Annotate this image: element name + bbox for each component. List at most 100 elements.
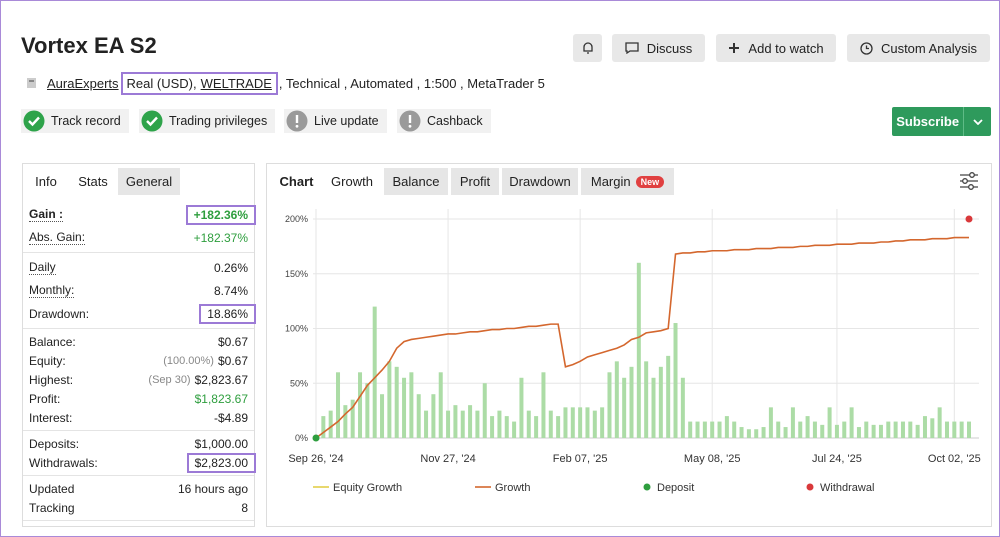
tab-label: Margin — [590, 174, 631, 189]
bell-icon — [582, 42, 593, 54]
tab[interactable]: Stats — [68, 168, 118, 195]
stat-row: Equity: (100.00%) $0.67 — [23, 351, 254, 370]
stat-row: Tracking 8 — [23, 498, 254, 517]
status-badge: Live update — [284, 109, 387, 133]
tab[interactable]: Profit — [451, 168, 499, 195]
stats-list: Gain : +182.36% Abs. Gain: +182.37% Daily 0.2… — [23, 200, 257, 521]
icon-dot — [295, 124, 299, 128]
stat-value-box: $0.67 — [218, 335, 248, 349]
stat-value-box: 8.74% — [214, 284, 248, 298]
stat-row: Drawdown: 18.86% — [23, 302, 256, 325]
analysis-button[interactable]: Custom Analysis — [847, 34, 990, 62]
subscribe-label: Subscribe — [896, 114, 960, 129]
icon-check — [28, 116, 40, 127]
stat-label: Abs. Gain: — [29, 230, 86, 245]
badge-label: Trading privileges — [169, 114, 268, 128]
status-icon — [141, 110, 163, 132]
stat-label: Highest: — [29, 372, 74, 387]
stat-label: Deposits: — [29, 436, 80, 451]
stat-label: Monthly: — [29, 283, 75, 298]
stat-row: Monthly: 8.74% — [23, 279, 254, 302]
badge-label: Cashback — [427, 114, 483, 128]
tab[interactable]: Margin New — [581, 168, 674, 195]
stat-value-box: 8 — [241, 501, 248, 515]
status-badge: Cashback — [397, 109, 491, 133]
stat-value-box: 0.26% — [214, 261, 248, 275]
stat-note: (Sep 30) — [148, 373, 191, 386]
stat-row: Updated 16 hours ago — [23, 479, 254, 498]
stat-value: 8.74% — [213, 283, 248, 298]
stat-value-box: $1,823.67 — [195, 392, 248, 406]
stat-value-box: $2,823.00 — [186, 452, 257, 473]
stat-value-box: -$4.89 — [214, 411, 248, 425]
stat-value-box: (100.00%) $0.67 — [163, 354, 248, 368]
stat-row: Highest: (Sep 30) $2,823.67 — [23, 370, 254, 389]
chart-panel: Chart Growth Balance Profit Drawdown Mar… — [266, 163, 992, 527]
badge-label: Live update — [314, 114, 379, 128]
stat-value-box: 18.86% — [199, 303, 256, 324]
stats-group: Daily 0.26% Monthly: 8.74% Drawdown: 18.86% — [23, 253, 256, 329]
discuss-button[interactable]: Discuss — [612, 34, 705, 62]
button-label: Custom Analysis — [880, 40, 978, 56]
stat-value-box: (Sep 30) $2,823.67 — [148, 373, 248, 387]
tab[interactable]: Growth — [322, 168, 382, 195]
account-type: Real (USD), — [126, 75, 197, 91]
stat-label: Daily — [29, 260, 56, 275]
stat-value: 8 — [241, 500, 248, 515]
status-icon — [286, 110, 308, 132]
stat-row: Profit: $1,823.67 — [23, 389, 254, 408]
icon-dot — [408, 124, 412, 128]
page-title: Vortex EA S2 — [21, 33, 157, 58]
chat-icon — [625, 42, 639, 54]
subscribe-dropdown[interactable] — [963, 107, 991, 136]
stats-group: Balance: $0.67 Equity: (100.00%) $0.67 Highes… — [23, 329, 254, 431]
button-label: Add to watch — [748, 40, 824, 56]
author-link[interactable]: AuraExperts — [47, 75, 119, 91]
broker-link[interactable]: WELTRADE — [200, 75, 272, 91]
stat-value: $2,823.00 — [194, 455, 248, 470]
stat-value-box: $1,000.00 — [195, 437, 248, 451]
watch-button[interactable]: Add to watch — [716, 34, 836, 62]
new-badge: New — [635, 175, 665, 188]
tab[interactable]: Info — [26, 168, 66, 195]
stat-value: 0.26% — [213, 260, 248, 275]
icon-bar — [295, 115, 299, 123]
stat-value: $2,823.67 — [194, 372, 248, 387]
tab[interactable]: General — [118, 168, 180, 195]
stat-value: $0.67 — [217, 334, 248, 349]
stat-value: $1,823.67 — [194, 391, 248, 406]
tab[interactable]: Chart — [273, 168, 320, 195]
stat-value-box: +182.37% — [194, 231, 248, 245]
stat-value: 16 hours ago — [177, 481, 248, 496]
stat-label: Updated — [29, 481, 75, 496]
stat-value: -$4.89 — [213, 410, 248, 425]
tab[interactable]: Balance — [384, 168, 448, 195]
stat-row: Deposits: $1,000.00 — [23, 434, 254, 453]
stats-group: Updated 16 hours ago Tracking 8 — [23, 476, 254, 521]
stat-label: Drawdown: — [29, 306, 90, 321]
stat-label: Gain : — [29, 207, 64, 222]
subscribe-button[interactable]: Subscribe — [892, 107, 991, 136]
icon-check — [146, 116, 158, 127]
stat-value-box: +182.36% — [185, 204, 257, 225]
caret-icon — [972, 118, 983, 125]
account-highlight: Real (USD), WELTRADE — [120, 71, 278, 95]
stat-value: 18.86% — [207, 306, 248, 321]
stat-label: Balance: — [29, 334, 76, 349]
stat-label: Profit: — [29, 391, 61, 406]
account-details: , Technical , Automated , 1:500 , MetaTr… — [278, 75, 545, 91]
stat-row: Abs. Gain: +182.37% — [23, 226, 254, 249]
stat-label: Interest: — [29, 410, 73, 425]
badge-label: Track record — [51, 114, 121, 128]
stat-value: +182.37% — [193, 230, 248, 245]
icon-bar — [408, 115, 412, 123]
settings-icon[interactable] — [959, 172, 979, 190]
notify-button[interactable] — [573, 34, 602, 62]
stat-label: Equity: — [29, 353, 66, 368]
status-badge: Track record — [21, 109, 129, 133]
author-icon — [27, 78, 36, 88]
clock-icon — [860, 41, 873, 55]
tab[interactable]: Drawdown — [502, 168, 578, 195]
icon-circle — [23, 110, 45, 132]
plus-icon — [729, 43, 740, 53]
